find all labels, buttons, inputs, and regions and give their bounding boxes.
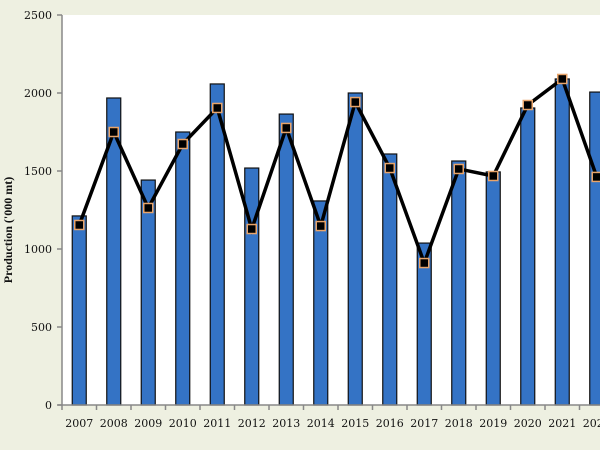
line-marker-2011: [212, 102, 223, 114]
bar-2021: [554, 78, 570, 406]
line-marker-2017: [419, 257, 430, 269]
x-tick-label-2013: 2013: [272, 417, 300, 430]
line-marker-2016: [384, 162, 395, 174]
x-tick-label-2018: 2018: [445, 417, 473, 430]
bar-2022: [589, 91, 600, 406]
x-tick-label-2017: 2017: [410, 417, 438, 430]
y-tick-label: 1500: [24, 165, 52, 178]
x-tick-label-2010: 2010: [169, 417, 197, 430]
bar-2012: [244, 167, 260, 406]
x-tick-label-2007: 2007: [65, 417, 93, 430]
line-marker-2013: [281, 122, 292, 134]
y-tick-label: 1000: [24, 243, 52, 256]
bar-2011: [209, 83, 225, 406]
x-tick-label-2012: 2012: [238, 417, 266, 430]
line-marker-2015: [350, 96, 361, 108]
x-tick-label-2014: 2014: [307, 417, 335, 430]
y-tick-label: 0: [45, 399, 52, 412]
x-tick-label-2008: 2008: [100, 417, 128, 430]
line-marker-2022: [591, 171, 600, 183]
bar-2013: [278, 113, 294, 406]
line-marker-2021: [557, 73, 568, 85]
line-marker-2010: [177, 138, 188, 150]
line-marker-2019: [488, 170, 499, 182]
x-tick-label-2019: 2019: [479, 417, 507, 430]
x-tick-label-2021: 2021: [548, 417, 576, 430]
x-tick-label-2011: 2011: [203, 417, 231, 430]
line-marker-2020: [522, 99, 533, 111]
x-tick-label-2016: 2016: [376, 417, 404, 430]
line-series: [77, 76, 599, 269]
line-marker-2014: [315, 220, 326, 232]
y-tick-label: 2000: [24, 87, 52, 100]
line-marker-2018: [453, 163, 464, 175]
bar-2020: [520, 107, 536, 406]
line-marker-2008: [108, 126, 119, 138]
bar-2018: [451, 160, 467, 406]
x-tick-label-2022: 2022: [583, 417, 600, 430]
bar-2015: [347, 92, 363, 406]
x-tick-label-2015: 2015: [341, 417, 369, 430]
bar-2007: [71, 215, 87, 406]
x-tick-label-2009: 2009: [134, 417, 162, 430]
bar-2019: [485, 171, 501, 406]
x-tick-label-2020: 2020: [514, 417, 542, 430]
y-axis-label: Production ('000 mt): [1, 177, 15, 283]
bar-2014: [313, 200, 329, 406]
y-tick-label: 2500: [24, 9, 52, 22]
bar-2009: [140, 179, 156, 406]
line-marker-2012: [246, 223, 257, 235]
line-marker-2009: [143, 202, 154, 214]
y-tick-label: 500: [31, 321, 52, 334]
line-marker-2007: [74, 219, 85, 231]
bar-2010: [175, 131, 191, 406]
bar-2016: [382, 153, 398, 406]
